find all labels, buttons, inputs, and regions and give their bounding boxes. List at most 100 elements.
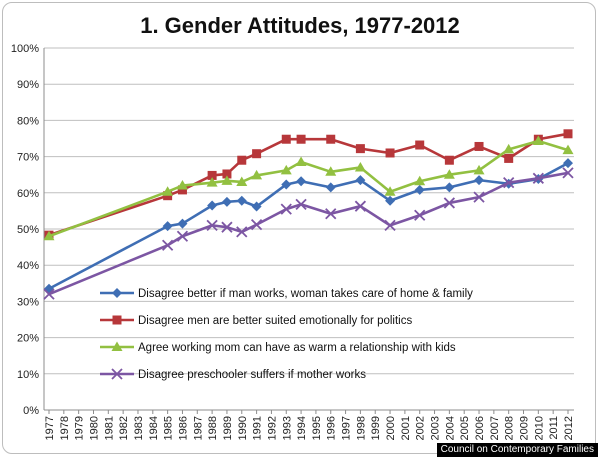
x-tick-label: 2001 (400, 416, 412, 440)
data-point (443, 169, 455, 179)
y-tick-label: 70% (17, 152, 39, 164)
y-tick-label: 30% (17, 296, 39, 308)
x-tick-label: 1985 (163, 416, 175, 440)
data-point (176, 180, 188, 190)
data-point (326, 134, 336, 144)
data-point (325, 208, 337, 220)
legend-entry-3: Agree working mom can have as warm a rel… (100, 341, 456, 354)
data-point (355, 175, 366, 186)
data-point (563, 129, 573, 139)
data-point (384, 219, 396, 232)
x-tick-label: 2000 (385, 416, 397, 440)
data-point (414, 209, 426, 221)
series-line (48, 139, 569, 238)
data-point (207, 170, 217, 180)
x-tick-label: 1991 (252, 416, 264, 440)
chart-title: 1. Gender Attitudes, 1977-2012 (140, 13, 460, 38)
data-point (162, 186, 174, 196)
data-point (236, 176, 248, 186)
x-tick-label: 1984 (148, 416, 160, 440)
data-point (43, 230, 55, 241)
legend-label: Agree working mom can have as warm a rel… (138, 342, 456, 354)
data-point (250, 219, 263, 231)
data-point (43, 288, 55, 300)
x-tick-label: 1986 (177, 416, 189, 440)
data-point (473, 164, 485, 175)
x-tick-label: 1983 (133, 416, 145, 440)
data-point (251, 201, 262, 212)
data-point (295, 156, 307, 167)
x-tick-label: 1994 (296, 416, 308, 440)
y-tick-label: 50% (17, 224, 39, 236)
data-point (111, 341, 123, 351)
x-tick-label: 1980 (88, 416, 100, 440)
series-2 (44, 129, 573, 240)
data-point (207, 200, 218, 211)
data-point (162, 221, 173, 232)
data-point (474, 175, 485, 186)
data-point (532, 135, 544, 146)
x-tick-label: 2006 (474, 416, 486, 440)
data-point (296, 134, 306, 144)
data-point (221, 196, 232, 207)
x-tick-label: 2003 (430, 416, 442, 440)
y-tick-label: 20% (17, 333, 39, 345)
data-point (385, 148, 395, 158)
data-point (473, 191, 485, 203)
x-tick-label: 1995 (311, 416, 323, 440)
series-4 (43, 167, 574, 300)
data-point (281, 179, 292, 190)
x-tick-label: 2012 (563, 416, 575, 440)
data-point (112, 288, 122, 298)
data-point (444, 155, 454, 165)
series-3 (43, 135, 574, 241)
series-lines (43, 129, 574, 300)
series-1 (44, 158, 573, 294)
data-point (504, 153, 514, 163)
x-axis-tick-labels: 1977 1978 1979 1980 1981 1982 1983 1984 1985 1986… (44, 416, 575, 440)
data-point (444, 182, 455, 193)
y-axis-tick-labels: 0% 10% 20% 30% 40% 50% 60% 70% 80% 90% 100% (11, 43, 39, 417)
x-tick-label: 1992 (266, 416, 278, 440)
data-point (161, 239, 174, 251)
legend-label: Disagree preschooler suffers if mother w… (138, 369, 366, 381)
source-credit: Council on Contemporary Families (436, 443, 598, 457)
data-point (532, 172, 544, 184)
data-point (355, 144, 365, 154)
x-tick-label: 2009 (519, 416, 531, 440)
x-tick-label: 1996 (326, 416, 338, 440)
y-tick-label: 60% (17, 188, 39, 200)
data-point (562, 167, 574, 179)
chart-frame (2, 2, 596, 454)
x-tick-label: 2010 (533, 416, 545, 440)
data-point (443, 197, 456, 209)
x-tick-label: 1990 (237, 416, 249, 440)
x-tick-label: 1977 (44, 416, 56, 440)
data-point (206, 177, 218, 187)
x-tick-label: 1979 (74, 416, 86, 440)
data-point (325, 182, 336, 193)
data-point (295, 198, 307, 211)
data-point (251, 169, 263, 180)
series-line (48, 171, 569, 296)
data-point (236, 195, 247, 206)
y-tick-label: 10% (17, 369, 39, 381)
data-point (562, 144, 574, 155)
data-point (221, 175, 233, 185)
data-point (222, 169, 232, 179)
data-point (177, 185, 187, 195)
legend-label: Disagree better if man works, woman take… (138, 288, 473, 300)
data-point (237, 155, 247, 165)
x-tick-label: 1993 (281, 416, 293, 440)
x-tick-label: 1997 (341, 416, 353, 440)
y-tick-label: 0% (23, 405, 39, 417)
data-point (221, 221, 233, 233)
data-point (177, 218, 188, 229)
x-tick-label: 2002 (415, 416, 427, 440)
y-tick-label: 40% (17, 260, 39, 272)
x-tick-label: 1982 (118, 416, 130, 440)
x-tick-label: 1981 (103, 416, 115, 440)
data-point (280, 164, 292, 175)
x-tick-label: 1998 (355, 416, 367, 440)
